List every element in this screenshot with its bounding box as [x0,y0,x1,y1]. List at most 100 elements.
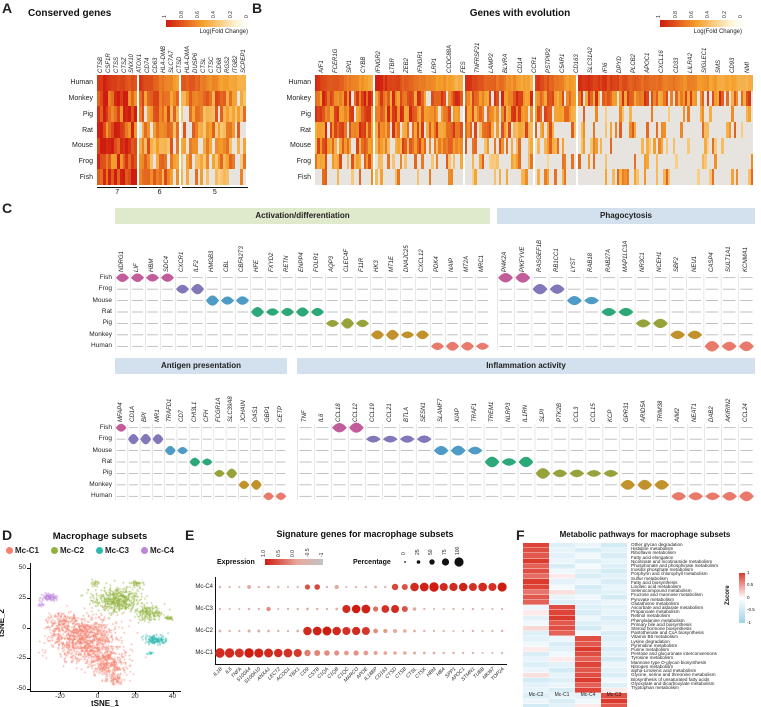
heatmap-cell [197,153,201,170]
gene-label: LAMP2 [489,53,496,73]
heatmap-cell [687,90,690,107]
gene-label: XIAP [454,408,461,422]
heatmap-cell [344,90,347,107]
gene-label: CD68 [216,57,223,73]
heatmap-cell [356,169,359,185]
heatmap-cell [155,75,159,91]
heatmap-cell [675,122,678,138]
heatmap-cell [228,75,232,91]
gene-label: SULT1A1 [725,246,732,272]
pathway-label: Sulfur metabolism [631,575,668,581]
heatmap-cell [332,137,335,154]
dot [286,585,290,589]
heatmap-cell [601,698,627,704]
heatmap-cell [194,75,198,91]
heatmap-cell [706,75,710,91]
heatmap-cell [469,137,473,154]
heatmap-cell [158,90,162,107]
heatmap-cell [385,169,388,185]
heatmap-cell [575,651,601,658]
heatmap-cell [530,169,533,185]
heatmap-cell [141,153,145,170]
heatmap-cell [542,122,545,138]
heatmap-cell [636,137,639,154]
heatmap-cell [406,153,410,170]
pathway-label: Nitrogen metabolism [631,663,674,669]
gene-label: C5AR1 [560,53,567,73]
heatmap-cell [601,693,627,699]
violin [275,492,287,501]
gene-label: FOLR1 [314,252,321,272]
violin [671,492,687,501]
heatmap-cell [167,153,171,170]
heatmap-cell [549,75,552,91]
colorbar-tick: 0 [738,15,745,18]
heatmap-cell [243,169,246,185]
heatmap-cell [684,137,688,154]
heatmap-cell [699,90,702,107]
heatmap-cell [414,137,417,154]
colorbar-tick: 0.6 [689,11,695,18]
heatmap-cell [663,122,666,138]
heatmap-cell [573,153,577,170]
heatmap-cell [549,651,575,658]
heatmap-cell [329,90,332,107]
heatmap-cell [650,90,654,107]
dot [296,585,299,589]
gene-label: NLRP3 [505,402,512,422]
heatmap-block [375,75,463,185]
heatmap-cell [111,169,115,185]
heatmap-cell [575,600,601,606]
heatmap-cell [743,122,746,138]
violin [620,479,636,490]
pathway-label: Phenylalanine metabolism [631,617,685,623]
heatmap-cell [105,153,109,170]
heatmap-cell [122,106,126,123]
heatmap-cell [614,137,617,154]
heatmap-cell [125,137,129,154]
heatmap-cell [486,90,490,107]
heatmap-cell [234,106,238,123]
heatmap-cell [315,153,318,170]
heatmap-cell [234,90,238,107]
heatmap-cell [172,106,176,123]
gene-label: MT2A [464,255,471,272]
heatmap-cell [211,106,215,123]
heatmap-cell [525,90,528,107]
heatmap-cell [523,75,526,91]
heatmap-cell [341,169,345,185]
heatmap-cell [464,122,468,138]
heatmap-cell [501,90,504,107]
heatmap-cell [663,106,666,123]
heatmap-cell [587,75,591,91]
gene-label: CCL21 [386,403,393,422]
violin [652,318,668,329]
heatmap-cell [601,548,627,554]
heatmap-cell [743,153,746,170]
column-label: Mc-C1 [554,692,570,698]
heatmap-cell [428,122,432,138]
dot [224,648,235,658]
heatmap-cell [399,169,403,185]
heatmap-cell [523,693,549,699]
heatmap-block [138,75,179,185]
heatmap-cell [648,153,651,170]
heatmap-cell [180,137,184,154]
heatmap-cell [150,106,153,123]
heatmap-cell [566,153,569,170]
heatmap-cell [549,662,575,668]
heatmap-cell [582,153,586,170]
heatmap-cell [220,153,224,170]
heatmap-cell [319,137,323,154]
heatmap-cell [682,90,685,107]
expression-tick: 0.5 [275,550,282,557]
heatmap-cell [665,137,668,154]
heatmap-cell [116,106,120,123]
heatmap-cell [595,137,598,154]
heatmap-cell [214,90,218,107]
heatmap-cell [397,122,400,138]
heatmap-cell [660,169,664,185]
heatmap-cell [670,153,673,170]
panel-a: A Conserved genes 1 0.8 0.6 0.4 0.2 0 Log(Fol… [0,0,250,200]
heatmap-cell [689,153,693,170]
